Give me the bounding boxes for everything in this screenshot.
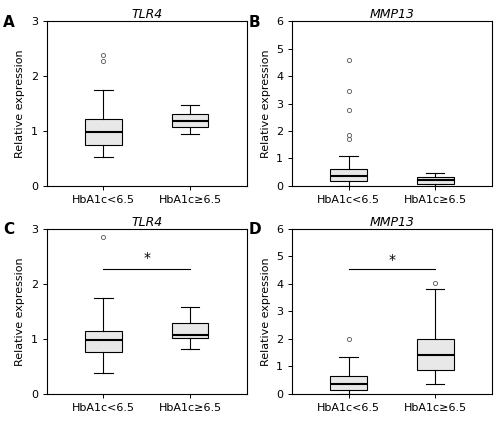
Y-axis label: Relative expression: Relative expression	[16, 49, 26, 158]
Title: TLR4: TLR4	[131, 8, 162, 21]
Text: B: B	[248, 15, 260, 30]
Text: D: D	[248, 222, 261, 237]
Title: MMP13: MMP13	[370, 8, 414, 21]
Y-axis label: Relative expression: Relative expression	[260, 49, 270, 158]
PathPatch shape	[85, 330, 122, 352]
Y-axis label: Relative expression: Relative expression	[260, 257, 270, 366]
Text: *: *	[144, 251, 150, 265]
Text: *: *	[388, 253, 396, 267]
PathPatch shape	[85, 119, 122, 145]
Title: TLR4: TLR4	[131, 216, 162, 229]
PathPatch shape	[330, 376, 367, 389]
PathPatch shape	[417, 177, 454, 184]
PathPatch shape	[417, 339, 454, 370]
PathPatch shape	[172, 114, 208, 127]
Text: C: C	[3, 222, 14, 237]
PathPatch shape	[330, 169, 367, 181]
Title: MMP13: MMP13	[370, 216, 414, 229]
Y-axis label: Relative expression: Relative expression	[16, 257, 26, 366]
Text: A: A	[3, 15, 15, 30]
PathPatch shape	[172, 323, 208, 338]
